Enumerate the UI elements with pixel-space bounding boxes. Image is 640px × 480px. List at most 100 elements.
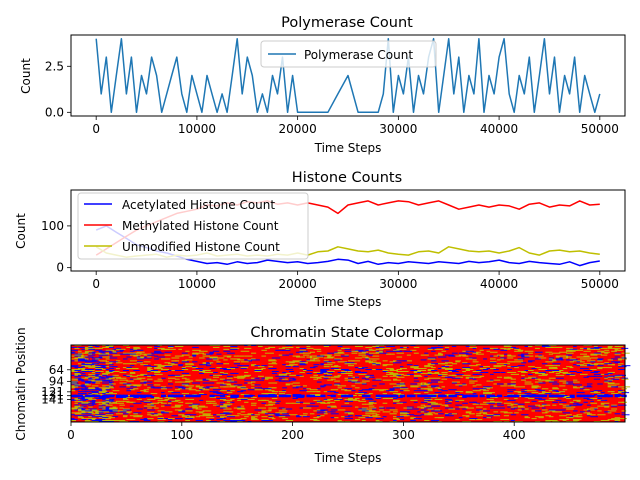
chromatin-cell-acetylated [77, 379, 85, 381]
chromatin-cell-unmodified [285, 372, 291, 374]
chromatin-cell-unmodified [451, 363, 458, 365]
chromatin-band-acetylated [306, 394, 312, 398]
chromatin-cell-acetylated [122, 370, 130, 371]
chromatin-cell-acetylated [396, 350, 403, 352]
chromatin-cell-unmodified [396, 376, 405, 378]
chromatin-cell-acetylated [282, 354, 290, 356]
chromatin-cell-acetylated [448, 370, 457, 371]
chromatin-cell-acetylated [593, 390, 603, 392]
chromatin-cell-acetylated [77, 371, 82, 373]
chromatin-cell-unmodified [427, 371, 432, 373]
chromatin-cell-unmodified [548, 371, 555, 373]
chromatin-cell-acetylated [399, 366, 404, 368]
chromatin-cell-acetylated [593, 352, 602, 354]
chromatin-cell-acetylated [316, 388, 321, 390]
chromatin-cell-unmodified [503, 415, 509, 417]
chromatin-cell-unmodified [161, 399, 168, 401]
chromatin-cell-unmodified [88, 367, 98, 369]
chromatin-cell-unmodified [77, 410, 86, 412]
chromatin-cell-acetylated [555, 377, 564, 379]
chromatin-cell-unmodified [569, 350, 576, 352]
chromatin-cell-unmodified [552, 411, 558, 413]
chromatin-cell-acetylated [136, 349, 144, 351]
chromatin-cell-unmodified [244, 401, 249, 403]
chromatin-cell-unmodified [167, 377, 176, 379]
histone-xlabel: Time Steps [314, 295, 382, 309]
chromatin-cell-unmodified [365, 361, 372, 363]
chromatin-cell-unmodified [147, 418, 154, 420]
chromatin-cell-unmodified [81, 377, 86, 379]
chromatin-cell-unmodified [618, 359, 622, 361]
chromatin-cell-unmodified [164, 365, 173, 367]
chromatin-cell-unmodified [521, 370, 526, 372]
chromatin-cell-unmodified [472, 403, 479, 405]
chromatin-cell-unmodified [621, 386, 631, 388]
chromatin-cell-unmodified [559, 415, 567, 417]
chromatin-cell-acetylated [302, 416, 310, 418]
chromatin-band-acetylated [555, 394, 561, 398]
chromatin-cell-acetylated [102, 374, 107, 376]
chromatin-cell-acetylated [462, 383, 466, 385]
chromatin-cell-unmodified [604, 352, 609, 354]
chromatin-cell-acetylated [299, 350, 308, 352]
chromatin-cell-acetylated [469, 357, 477, 359]
chromatin-cell-unmodified [84, 396, 94, 398]
chromatin-cell-acetylated [368, 388, 375, 390]
chromatin-cell-acetylated [254, 370, 262, 371]
chromatin-cell-unmodified [521, 394, 527, 396]
chromatin-cell-unmodified [171, 360, 177, 362]
chromatin-cell-acetylated [102, 393, 107, 395]
chromatin-cell-acetylated [462, 402, 468, 404]
chromatin-cell-acetylated [420, 414, 428, 416]
polymerase-series [95, 37, 601, 114]
chromatin-cell-unmodified [202, 413, 212, 415]
chromatin-cell-unmodified [524, 355, 534, 357]
chromatin-band-acetylated [185, 394, 191, 398]
chromatin-cell-unmodified [562, 382, 569, 384]
chromatin-cell-unmodified [268, 359, 276, 361]
chromatin-cell-unmodified [382, 375, 388, 377]
chromatin-cell-acetylated [597, 365, 604, 367]
chromatin-cell-unmodified [406, 354, 411, 356]
chromatin-cell-unmodified [434, 354, 443, 356]
chromatin-cell-unmodified [483, 393, 492, 395]
chromatin-cell-acetylated [240, 368, 247, 370]
chromatin-cell-acetylated [465, 353, 472, 355]
chromatin-cell-acetylated [455, 392, 460, 394]
chromatin-cell-unmodified [147, 375, 152, 377]
chromatin-cell-unmodified [524, 383, 534, 385]
chromatin-cell-unmodified [503, 383, 509, 385]
chromatin-cell-unmodified [302, 370, 309, 371]
chromatin-cell-unmodified [212, 379, 218, 381]
chromatin-cell-unmodified [316, 409, 324, 411]
chromatin-cell-acetylated [116, 396, 123, 398]
chromatin-cell-unmodified [112, 374, 119, 376]
chromatin-cell-unmodified [309, 394, 319, 396]
chromatin-cell-acetylated [386, 407, 392, 409]
chromatin-cell-unmodified [403, 407, 413, 409]
chromatin-cell-unmodified [424, 366, 433, 368]
chromatin-cell-acetylated [330, 409, 335, 411]
chromatin-cell-acetylated [209, 368, 216, 370]
chromatin-cell-unmodified [555, 355, 562, 357]
chromatin-band-acetylated [105, 394, 111, 398]
chromatin-cell-unmodified [583, 412, 590, 414]
chromatin-cell-acetylated [316, 415, 322, 417]
chromatin-cell-acetylated [129, 350, 135, 352]
chromatin-cell-acetylated [77, 359, 84, 361]
chromatin-cell-unmodified [607, 419, 612, 421]
chromatin-cell-unmodified [91, 418, 97, 420]
chromatin-cell-unmodified [503, 345, 512, 347]
chromatin-cell-acetylated [621, 357, 627, 359]
chromatin-cell-acetylated [195, 368, 204, 370]
chromatin-cell-unmodified [116, 362, 123, 364]
chromatin-cell-acetylated [552, 390, 559, 392]
chromatin-cell-unmodified [611, 393, 619, 395]
chromatin-cell-unmodified [514, 359, 523, 361]
chromatin-band-acetylated [451, 394, 458, 398]
chromatin-cell-acetylated [143, 418, 150, 420]
chromatin-cell-unmodified [306, 391, 315, 393]
chromatin-cell-acetylated [91, 360, 97, 362]
chromatin-cell-unmodified [465, 392, 474, 394]
chromatin-cell-unmodified [98, 417, 105, 419]
